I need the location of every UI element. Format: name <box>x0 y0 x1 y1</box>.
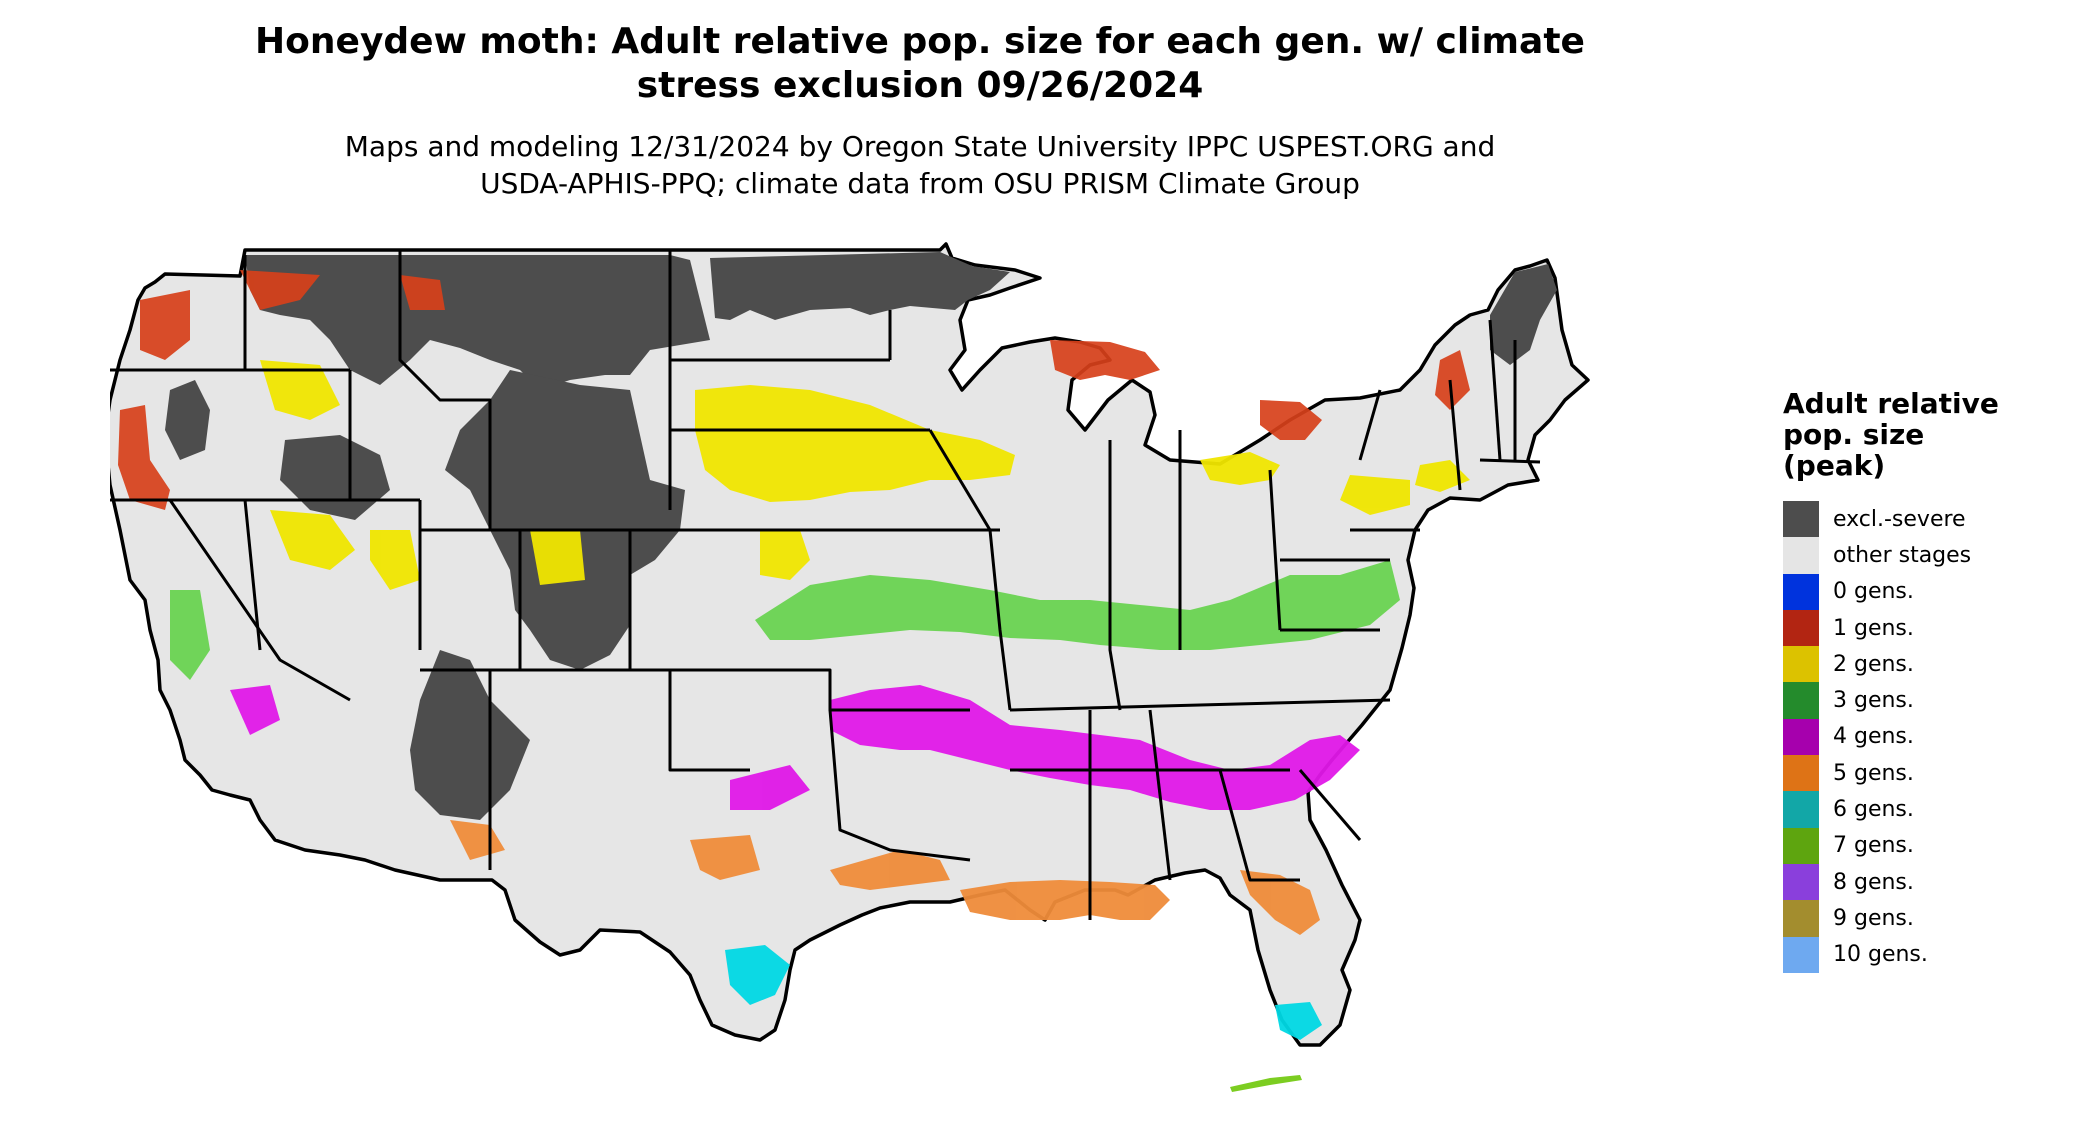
legend-item: 4 gens. <box>1783 718 1999 756</box>
us-map <box>110 242 1590 1092</box>
legend-label: 2 gens. <box>1833 651 1914 677</box>
legend-label: 5 gens. <box>1833 760 1914 786</box>
legend-item: 8 gens. <box>1783 863 1999 901</box>
legend-swatch <box>1783 863 1819 901</box>
legend-item: 3 gens. <box>1783 682 1999 719</box>
legend-label: 8 gens. <box>1833 869 1914 895</box>
legend-item: other stages <box>1783 537 1999 574</box>
legend-item: 10 gens. <box>1783 936 1999 973</box>
map-subtitle: Maps and modeling 12/31/2024 by Oregon S… <box>180 128 1660 202</box>
map-subtitle-line-2: USDA-APHIS-PPQ; climate data from OSU PR… <box>480 167 1360 200</box>
legend-title-line-2: pop. size <box>1783 418 1925 451</box>
legend-label: 3 gens. <box>1833 688 1914 714</box>
legend-label: 6 gens. <box>1833 797 1914 823</box>
legend-item: 6 gens. <box>1783 791 1999 828</box>
map-title: Honeydew moth: Adult relative pop. size … <box>180 20 1660 108</box>
legend-label: 1 gens. <box>1833 615 1914 641</box>
gen-7-zones <box>1230 1075 1302 1092</box>
legend-swatch <box>1783 501 1819 538</box>
gen-1-zones <box>118 270 1470 510</box>
map-title-line-1: Honeydew moth: Adult relative pop. size … <box>255 21 1585 62</box>
legend-item: 0 gens. <box>1783 573 1999 610</box>
map-title-line-2: stress exclusion 09/26/2024 <box>636 65 1204 106</box>
gen-4-zones <box>230 685 1360 810</box>
legend-item: 7 gens. <box>1783 827 1999 864</box>
legend-title: Adult relative pop. size (peak) <box>1783 388 1999 481</box>
map-legend: Adult relative pop. size (peak) excl.-se… <box>1783 388 1999 973</box>
legend-item: 5 gens. <box>1783 755 1999 792</box>
map-subtitle-line-1: Maps and modeling 12/31/2024 by Oregon S… <box>344 130 1496 163</box>
legend-swatch <box>1783 900 1819 937</box>
legend-item: excl.-severe <box>1783 501 1999 538</box>
legend-title-line-1: Adult relative <box>1783 387 1999 420</box>
legend-swatch <box>1783 573 1819 610</box>
legend-swatch <box>1783 718 1819 756</box>
legend-title-line-3: (peak) <box>1783 449 1886 482</box>
legend-label: 9 gens. <box>1833 905 1914 931</box>
legend-label: other stages <box>1833 542 1972 568</box>
legend-item: 2 gens. <box>1783 646 1999 683</box>
state-borders <box>110 250 1541 920</box>
legend-label: 7 gens. <box>1833 833 1914 859</box>
legend-item: 9 gens. <box>1783 900 1999 937</box>
legend-swatch <box>1783 682 1819 719</box>
us-land-area <box>110 242 1590 1047</box>
legend-swatch <box>1783 646 1819 683</box>
legend-items: excl.-severe other stages 0 gens. 1 gens. 2 … <box>1783 501 1999 973</box>
gen-6-zones <box>725 945 1322 1040</box>
gen-2-zones <box>260 360 1470 590</box>
legend-label: 4 gens. <box>1833 724 1914 750</box>
legend-label: excl.-severe <box>1833 506 1966 532</box>
legend-swatch <box>1783 755 1819 792</box>
excluded-zones <box>165 252 1557 820</box>
legend-swatch <box>1783 537 1819 574</box>
legend-item: 1 gens. <box>1783 609 1999 647</box>
legend-swatch <box>1783 609 1819 647</box>
legend-label: 10 gens. <box>1833 942 1928 968</box>
legend-label: 0 gens. <box>1833 579 1914 605</box>
legend-swatch <box>1783 936 1819 973</box>
legend-swatch <box>1783 791 1819 828</box>
legend-swatch <box>1783 827 1819 864</box>
gen-3-zones <box>170 560 1400 680</box>
